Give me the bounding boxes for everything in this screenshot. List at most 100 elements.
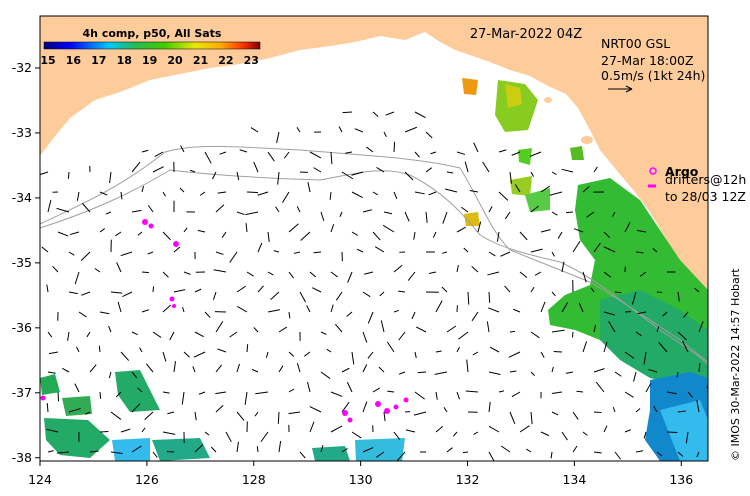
current-vector [582, 341, 588, 353]
current-vector [288, 223, 299, 233]
y-tick-label: -34 [12, 190, 32, 205]
current-vector [236, 211, 245, 216]
current-vector [534, 271, 542, 276]
current-vector [561, 168, 574, 173]
current-vector [379, 291, 385, 297]
current-vector [213, 269, 227, 273]
current-vector [115, 231, 122, 237]
current-vector [561, 261, 565, 273]
current-vector [351, 231, 358, 236]
argo-float-marker [40, 395, 46, 401]
current-vector [194, 288, 202, 293]
current-vector [253, 327, 259, 333]
current-vector [40, 171, 49, 176]
bathymetry-contours [40, 145, 708, 366]
current-vector [110, 291, 123, 294]
current-vector [593, 324, 597, 333]
argo-float-marker [375, 401, 381, 407]
current-vector [278, 365, 284, 373]
current-vector [120, 428, 131, 433]
current-vector [48, 351, 59, 355]
current-vector [275, 206, 280, 213]
current-vector [658, 342, 668, 353]
current-vector [653, 405, 658, 413]
current-vector [550, 451, 553, 459]
current-vector [414, 151, 420, 158]
current-vector [152, 286, 155, 293]
current-vector [414, 391, 425, 400]
current-vector [464, 161, 469, 173]
current-vector [652, 247, 658, 253]
current-vector [488, 291, 491, 303]
current-vector [145, 363, 154, 373]
current-vector [162, 271, 169, 278]
current-vector [488, 307, 500, 313]
current-vector [210, 446, 217, 453]
current-vector [648, 369, 658, 373]
current-vector [383, 211, 393, 215]
current-vector [341, 367, 350, 373]
current-vector [514, 184, 521, 193]
current-vector [561, 431, 568, 441]
current-vector [624, 222, 631, 233]
current-vector [635, 251, 644, 254]
current-vector [372, 191, 379, 196]
current-vector [614, 451, 622, 460]
current-vector [80, 251, 91, 261]
current-vector [215, 404, 224, 413]
current-vector [557, 231, 563, 239]
current-vector [246, 191, 259, 194]
current-vector [345, 151, 353, 154]
current-vector [565, 371, 574, 374]
current-vector [236, 363, 240, 373]
current-vector [404, 171, 414, 181]
current-vector [633, 371, 637, 382]
current-vector [624, 429, 631, 433]
current-vector [215, 321, 224, 333]
current-vector [639, 271, 647, 277]
current-vector [471, 311, 479, 322]
current-vector [393, 191, 398, 200]
current-vector [446, 325, 457, 333]
current-vector [154, 151, 164, 158]
current-vector [456, 151, 466, 155]
current-vector [351, 351, 355, 365]
current-vector [456, 226, 466, 233]
current-vector [182, 306, 185, 313]
current-vector [192, 366, 196, 373]
current-vector [677, 331, 687, 341]
current-vector [677, 291, 680, 302]
current-vector [122, 291, 133, 298]
current-vector [407, 271, 416, 281]
current-vector [366, 146, 374, 153]
current-vector [509, 370, 517, 373]
current-vector [288, 411, 301, 415]
current-vector [608, 321, 616, 333]
current-vector [41, 246, 49, 253]
current-vector [393, 141, 396, 153]
current-vector [551, 251, 555, 257]
current-vector [685, 431, 689, 444]
current-vector [414, 351, 417, 359]
current-vector [458, 331, 469, 340]
current-vector [362, 401, 368, 413]
current-vector [694, 287, 700, 293]
current-vector [169, 331, 175, 341]
current-vector [339, 211, 343, 217]
current-vector [288, 271, 294, 279]
current-vector [320, 331, 327, 335]
current-vector [530, 411, 533, 425]
current-vector [435, 300, 443, 313]
colorbar-label: 4h comp, p50, All Sats [83, 27, 222, 40]
current-vector [603, 311, 616, 316]
current-vector [603, 341, 608, 353]
current-vector [89, 364, 97, 373]
current-vector [330, 391, 343, 397]
current-vector [254, 411, 259, 417]
current-vector [98, 345, 101, 353]
current-vector [81, 202, 91, 213]
current-vector [362, 364, 368, 373]
current-vector [299, 291, 306, 303]
current-vector [67, 331, 70, 341]
